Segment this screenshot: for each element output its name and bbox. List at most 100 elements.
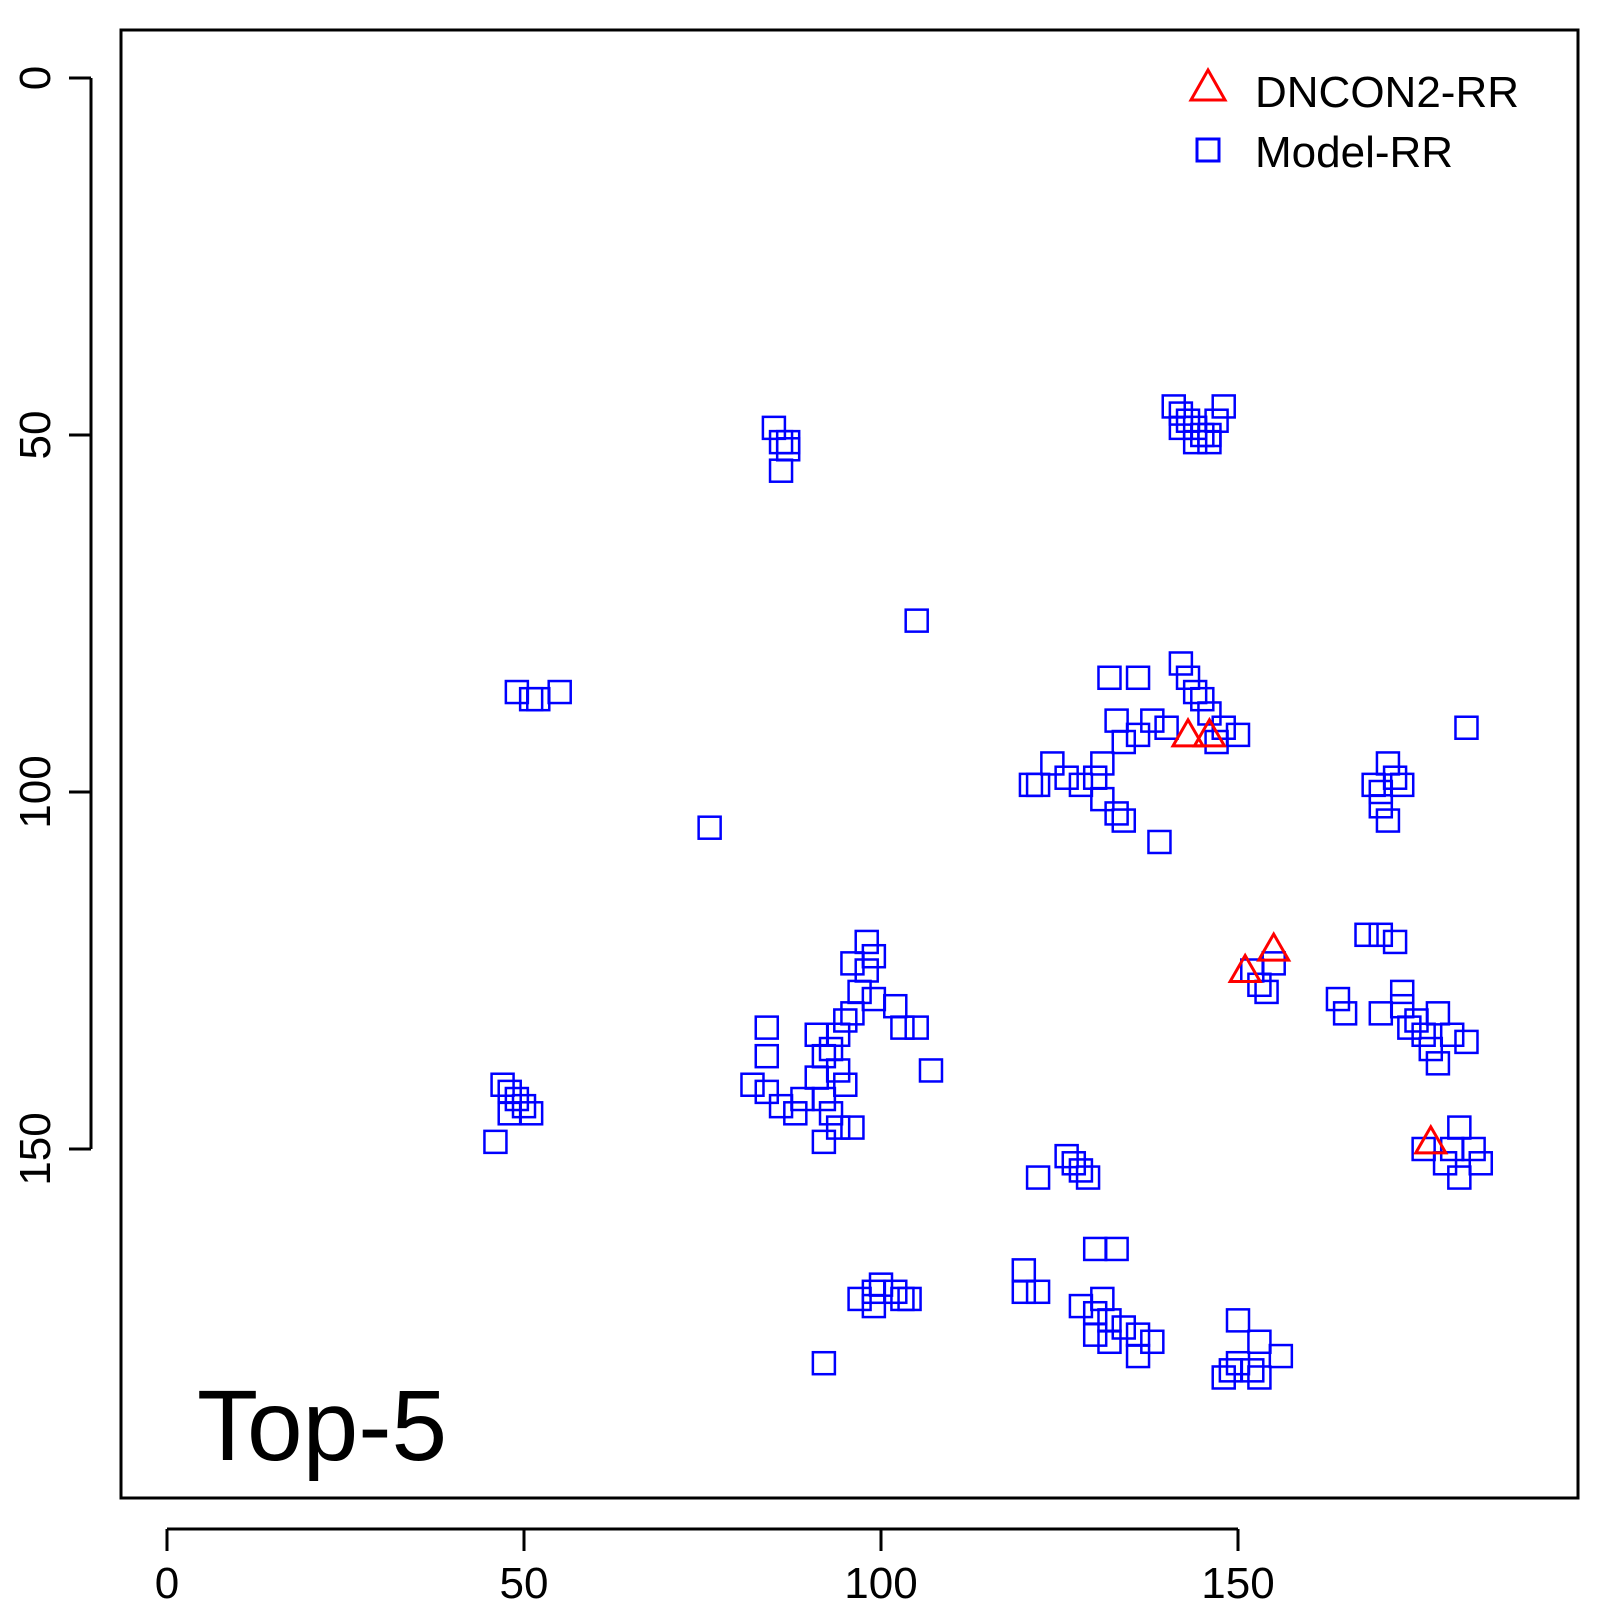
model-rr-point bbox=[1054, 1143, 1079, 1169]
model-rr-point bbox=[1111, 729, 1137, 755]
model-rr-point bbox=[1082, 1300, 1108, 1326]
legend-triangle-icon bbox=[1188, 66, 1228, 102]
model-rr-point bbox=[775, 429, 801, 455]
model-rr-point bbox=[526, 686, 551, 712]
data-points bbox=[483, 394, 1494, 1390]
model-rr-point bbox=[825, 1058, 851, 1083]
model-rr-point bbox=[740, 1072, 765, 1097]
dncon2-rr-point bbox=[1191, 716, 1228, 748]
model-rr-point bbox=[697, 815, 722, 840]
model-rr-point bbox=[1389, 772, 1415, 798]
model-rr-point bbox=[847, 979, 872, 1005]
model-rr-point bbox=[1368, 794, 1394, 819]
y-tick-label: 150 bbox=[11, 1112, 60, 1185]
model-rr-point bbox=[1418, 1036, 1444, 1062]
model-rr-point bbox=[840, 1115, 865, 1140]
model-rr-point bbox=[1182, 429, 1208, 455]
model-rr-point bbox=[904, 608, 929, 633]
model-rr-point bbox=[918, 1058, 944, 1083]
model-rr-point bbox=[497, 1079, 522, 1105]
dncon2-rr-point bbox=[1413, 1123, 1449, 1155]
model-rr-point bbox=[1111, 1315, 1137, 1340]
model-rr-point bbox=[1375, 751, 1401, 776]
model-rr-point bbox=[861, 1279, 887, 1305]
model-rr-point bbox=[1197, 429, 1222, 455]
model-rr-point bbox=[811, 1350, 837, 1376]
y-tick-label: 50 bbox=[11, 411, 60, 460]
model-rr-point bbox=[1389, 993, 1415, 1019]
y-tick-label: 0 bbox=[11, 66, 60, 90]
model-rr-point bbox=[1368, 1001, 1394, 1026]
model-rr-point bbox=[1140, 1329, 1165, 1355]
model-rr-point bbox=[1082, 765, 1108, 790]
model-rr-point bbox=[1104, 801, 1129, 826]
model-rr-point bbox=[1439, 1022, 1465, 1048]
model-rr-point bbox=[1204, 408, 1229, 433]
model-rr-point bbox=[811, 1086, 837, 1112]
model-rr-point bbox=[1461, 1136, 1486, 1162]
model-rr-point bbox=[1175, 408, 1201, 433]
model-rr-point bbox=[1211, 394, 1236, 419]
x-tick-label: 100 bbox=[844, 1559, 917, 1600]
model-rr-point bbox=[1218, 1358, 1244, 1383]
model-rr-point bbox=[1090, 1286, 1115, 1312]
model-rr-point bbox=[1097, 1329, 1122, 1355]
model-rr-point bbox=[518, 1101, 544, 1126]
model-rr-point bbox=[1247, 972, 1272, 998]
model-rr-point bbox=[1268, 1343, 1294, 1369]
model-rr-point bbox=[1125, 1322, 1151, 1347]
model-rr-point bbox=[483, 1129, 508, 1155]
model-rr-point bbox=[1225, 1308, 1251, 1333]
model-rr-point bbox=[1161, 394, 1186, 419]
model-rr-point bbox=[1389, 979, 1415, 1005]
model-rr-point bbox=[1104, 708, 1129, 733]
model-rr-point bbox=[1025, 1165, 1051, 1190]
x-tick-label: 50 bbox=[500, 1559, 549, 1600]
model-rr-point bbox=[1325, 986, 1351, 1012]
legend: DNCON2-RR Model-RR bbox=[1188, 66, 1519, 177]
model-rr-point bbox=[1097, 1308, 1122, 1333]
model-rr-point bbox=[1211, 1365, 1236, 1390]
model-rr-point bbox=[1168, 651, 1194, 676]
model-rr-point bbox=[904, 1015, 929, 1040]
legend-label-dncon2: DNCON2-RR bbox=[1255, 68, 1519, 117]
model-rr-point bbox=[847, 1286, 872, 1312]
model-rr-point bbox=[1075, 1165, 1101, 1190]
model-rr-point bbox=[490, 1072, 515, 1097]
model-rr-point bbox=[1068, 772, 1094, 798]
model-rr-point bbox=[1247, 1365, 1272, 1390]
model-rr-point bbox=[1411, 1022, 1436, 1048]
model-rr-point bbox=[1018, 772, 1044, 798]
legend-square-icon bbox=[1195, 137, 1221, 163]
x-axis: 0 50 100 150 bbox=[155, 1527, 1275, 1600]
model-rr-point bbox=[833, 1072, 858, 1097]
dncon2-rr-point bbox=[1256, 931, 1292, 962]
model-rr-point bbox=[818, 1036, 844, 1062]
model-rr-point bbox=[1054, 765, 1079, 790]
model-rr-point bbox=[1261, 951, 1286, 976]
model-rr-point bbox=[1425, 1051, 1451, 1076]
model-rr-point bbox=[1011, 1258, 1037, 1283]
model-rr-point bbox=[761, 415, 787, 441]
model-rr-point bbox=[1454, 715, 1479, 740]
model-rr-point bbox=[1175, 665, 1201, 691]
model-rr-point bbox=[854, 929, 879, 955]
model-rr-point bbox=[1125, 665, 1151, 691]
model-rr-point bbox=[1240, 1358, 1265, 1383]
model-rr-point bbox=[1211, 715, 1236, 740]
model-rr-point bbox=[825, 1115, 851, 1140]
model-rr-point bbox=[818, 1101, 844, 1126]
plot-frame bbox=[119, 28, 1580, 1500]
panel-label: Top-5 bbox=[197, 1370, 447, 1482]
model-rr-point bbox=[1197, 422, 1222, 448]
model-rr-point bbox=[890, 1286, 915, 1312]
model-rr-point bbox=[1375, 808, 1401, 833]
model-rr-point bbox=[1090, 751, 1115, 776]
model-rr-point bbox=[868, 1272, 894, 1297]
model-rr-point bbox=[547, 679, 572, 705]
model-rr-point bbox=[768, 429, 794, 455]
model-rr-point bbox=[1182, 679, 1208, 705]
model-rr-point bbox=[1368, 922, 1394, 948]
model-rr-point bbox=[1361, 772, 1386, 798]
